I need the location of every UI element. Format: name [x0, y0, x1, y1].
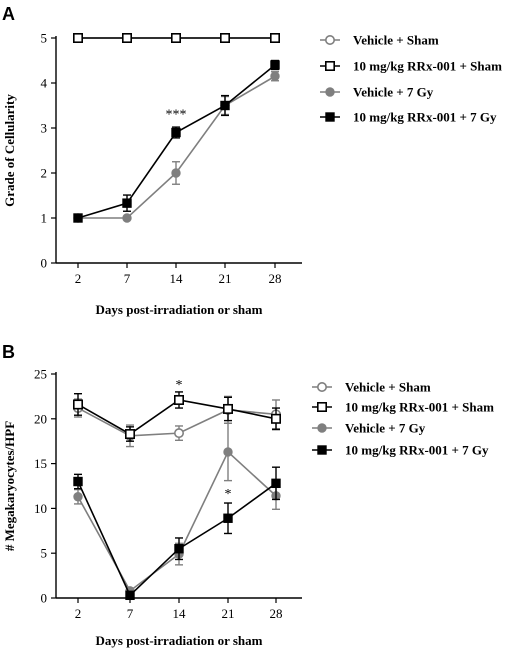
x-tick-label: 14	[173, 606, 187, 621]
legend-marker	[316, 401, 327, 412]
y-axis-label: Grade of Cellularity	[2, 94, 17, 207]
data-point	[122, 198, 132, 208]
legend-label: Vehicle + Sham	[345, 380, 431, 395]
data-point	[171, 168, 181, 178]
data-point	[270, 413, 281, 424]
y-tick-label: 0	[41, 591, 48, 606]
panel-label: A	[2, 4, 15, 24]
data-point	[270, 71, 280, 81]
data-point	[269, 32, 280, 43]
y-tick-label: 4	[41, 76, 48, 91]
y-tick-label: 5	[41, 31, 48, 46]
legend-marker	[317, 423, 327, 433]
y-tick-label: 5	[41, 546, 48, 561]
significance-annotation: ***	[166, 108, 187, 123]
series-line-3	[77, 450, 277, 593]
x-tick-label: 21	[222, 606, 235, 621]
legend-label: 10 mg/kg RRx-001 + Sham	[345, 400, 494, 415]
data-point	[73, 476, 83, 487]
data-point	[73, 32, 84, 43]
data-point	[73, 213, 83, 223]
data-point	[73, 492, 83, 502]
x-tick-label: 2	[75, 271, 82, 286]
legend-label: 10 mg/kg RRx-001 + 7 Gy	[345, 443, 489, 458]
data-point	[174, 428, 185, 439]
y-tick-label: 1	[41, 211, 48, 226]
data-point	[125, 429, 136, 440]
legend-marker	[325, 112, 335, 122]
series-line-4	[77, 64, 276, 219]
significance-annotation: *	[176, 378, 183, 393]
y-tick-label: 0	[41, 256, 48, 271]
legend-marker	[324, 34, 335, 45]
data-point	[125, 590, 135, 601]
data-point	[174, 394, 185, 405]
x-tick-label: 7	[127, 606, 134, 621]
data-point	[122, 32, 133, 43]
legend-marker	[316, 381, 327, 392]
data-point	[220, 100, 230, 111]
legend-marker	[317, 445, 327, 455]
y-tick-label: 15	[34, 456, 47, 471]
legend-label: Vehicle + Sham	[353, 33, 439, 48]
data-point	[73, 399, 84, 410]
y-tick-label: 2	[41, 166, 48, 181]
data-point	[220, 32, 231, 43]
x-tick-label: 28	[269, 271, 282, 286]
x-axis-label: Days post-irradiation or sham	[96, 302, 263, 317]
data-point	[171, 32, 182, 43]
y-tick-label: 20	[34, 411, 47, 426]
y-tick-label: 10	[34, 501, 47, 516]
legend-label: 10 mg/kg RRx-001 + Sham	[353, 59, 502, 74]
legend-marker	[325, 87, 335, 97]
data-point	[122, 213, 132, 223]
series-line-3	[78, 75, 276, 219]
y-tick-label: 25	[34, 367, 47, 382]
data-point	[270, 60, 280, 70]
panel-label: B	[2, 342, 15, 362]
legend-label: 10 mg/kg RRx-001 + 7 Gy	[353, 110, 497, 125]
legend-label: Vehicle + 7 Gy	[353, 85, 434, 100]
data-point	[223, 403, 234, 414]
x-tick-label: 14	[170, 271, 184, 286]
data-point	[223, 447, 233, 457]
x-tick-label: 21	[219, 271, 232, 286]
y-tick-label: 3	[41, 121, 48, 136]
data-point	[223, 513, 233, 523]
data-point	[271, 478, 281, 489]
x-tick-label: 2	[75, 606, 82, 621]
significance-annotation: *	[225, 487, 232, 502]
data-point	[171, 127, 181, 138]
x-tick-label: 7	[124, 271, 131, 286]
data-point	[174, 544, 184, 554]
legend-label: Vehicle + 7 Gy	[345, 421, 426, 436]
y-axis-label: # Megakaryocytes/HPF	[2, 421, 17, 551]
x-tick-label: 28	[270, 606, 283, 621]
x-axis-label: Days post-irradiation or sham	[96, 633, 263, 648]
legend-marker	[324, 60, 335, 71]
